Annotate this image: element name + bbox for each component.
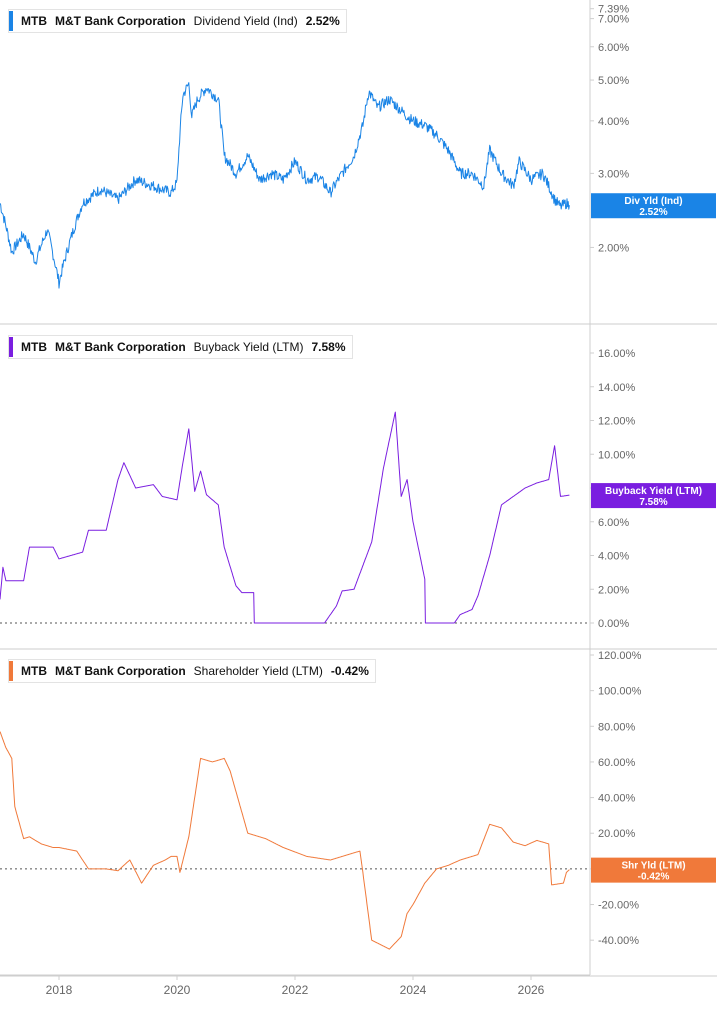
y-tick-label: 60.00% xyxy=(598,757,636,769)
y-tick-label: 4.00% xyxy=(598,551,629,563)
y-tick-label: 14.00% xyxy=(598,382,636,394)
y-tick-label: 3.00% xyxy=(598,168,629,180)
legend-ticker: MTB xyxy=(21,14,47,28)
y-tick-label: 12.00% xyxy=(598,416,636,428)
x-tick-label: 2022 xyxy=(282,983,309,997)
value-tag-value: 2.52% xyxy=(639,207,667,218)
y-tick-label: 2.00% xyxy=(598,584,629,596)
legend-value: 7.58% xyxy=(311,340,346,354)
legend-metric: Shareholder Yield (LTM) xyxy=(193,664,323,678)
y-tick-label: 5.00% xyxy=(598,75,629,87)
series-line-shareholder xyxy=(0,731,570,950)
y-tick-label: 0.00% xyxy=(598,618,629,630)
x-tick-label: 2020 xyxy=(164,983,191,997)
x-tick-label: 2018 xyxy=(46,983,73,997)
series-line-buyback xyxy=(0,411,570,624)
value-tag-value: -0.42% xyxy=(638,872,670,883)
value-tag-label: Shr Yld (LTM) xyxy=(621,861,685,872)
y-tick-label: 10.00% xyxy=(598,449,636,461)
y-tick-label: 100.00% xyxy=(598,686,642,698)
y-tick-label: 6.00% xyxy=(598,517,629,529)
value-tag-dividend xyxy=(591,193,716,219)
legend-metric: Dividend Yield (Ind) xyxy=(193,14,298,28)
y-tick-label: 7.00% xyxy=(598,14,629,26)
legend-dividend: MTB M&T Bank Corporation Dividend Yield … xyxy=(8,9,347,33)
legend-value: -0.42% xyxy=(330,664,369,678)
series-line-dividend xyxy=(0,82,570,289)
legend-swatch-buyback xyxy=(9,337,13,357)
y-tick-label: 80.00% xyxy=(598,721,636,733)
legend-company: M&T Bank Corporation xyxy=(55,340,186,354)
legend-swatch-shareholder xyxy=(9,661,13,681)
legend-company: M&T Bank Corporation xyxy=(55,664,186,678)
y-tick-label: 40.00% xyxy=(598,793,636,805)
legend-swatch-dividend xyxy=(9,11,13,31)
legend-buyback: MTB M&T Bank Corporation Buyback Yield (… xyxy=(8,335,353,359)
y-tick-label: 6.00% xyxy=(598,42,629,54)
y-tick-label: 2.00% xyxy=(598,242,629,254)
legend-ticker: MTB xyxy=(21,340,47,354)
value-tag-label: Div Yld (Ind) xyxy=(624,196,682,207)
y-tick-label: -40.00% xyxy=(598,935,639,947)
legend-shareholder: MTB M&T Bank Corporation Shareholder Yie… xyxy=(8,659,376,683)
value-tag-shareholder xyxy=(591,857,716,883)
value-tag-value: 7.58% xyxy=(639,497,667,508)
y-tick-label: 4.00% xyxy=(598,116,629,128)
value-tag-buyback xyxy=(591,483,716,509)
y-tick-label: 120.00% xyxy=(598,650,642,662)
y-tick-label: -20.00% xyxy=(598,900,639,912)
x-tick-label: 2026 xyxy=(518,983,545,997)
x-tick-label: 2024 xyxy=(400,983,427,997)
legend-value: 2.52% xyxy=(305,14,340,28)
legend-ticker: MTB xyxy=(21,664,47,678)
legend-metric: Buyback Yield (LTM) xyxy=(193,340,304,354)
y-tick-label: 16.00% xyxy=(598,348,636,360)
value-tag-label: Buyback Yield (LTM) xyxy=(605,486,702,497)
y-tick-label: 20.00% xyxy=(598,828,636,840)
y-tick-label: 7.39% xyxy=(598,4,629,16)
legend-company: M&T Bank Corporation xyxy=(55,14,186,28)
